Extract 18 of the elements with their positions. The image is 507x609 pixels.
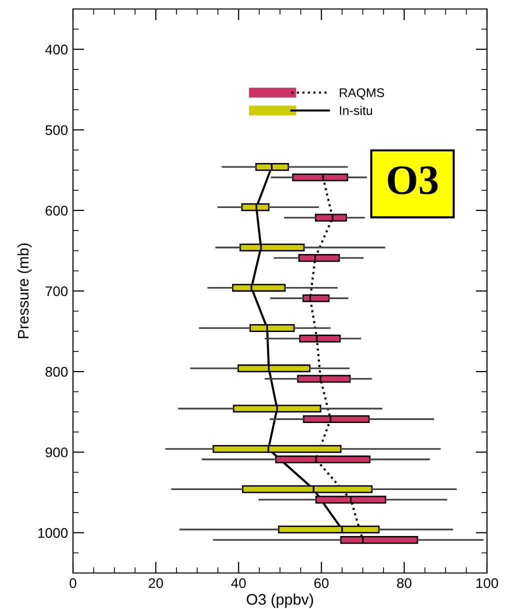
y-tick-label: 700 [46,286,68,296]
x-tick-label: 20 [148,578,163,588]
legend-label: RAQMS [340,88,384,100]
y-tick-label: 600 [46,206,68,216]
x-axis-title: O3 (ppbv) [246,594,314,608]
x-tick-label: 80 [397,578,412,588]
x-tick-label: 60 [314,578,329,588]
legend-label: In-situ [340,106,372,116]
x-tick-label: 0 [70,578,76,588]
x-tick-label: 40 [231,578,246,588]
annotation: O3 [388,166,438,194]
y-tick-label: 1000 [38,528,68,538]
y-tick-label: 800 [46,366,68,377]
y-tick-label: 500 [46,125,68,136]
y-tick-label: 400 [45,44,68,54]
x-tick-label: 100 [476,578,498,588]
y-tick-label: 900 [46,447,68,458]
y-axis-title: Pressure (mb) [17,244,32,338]
